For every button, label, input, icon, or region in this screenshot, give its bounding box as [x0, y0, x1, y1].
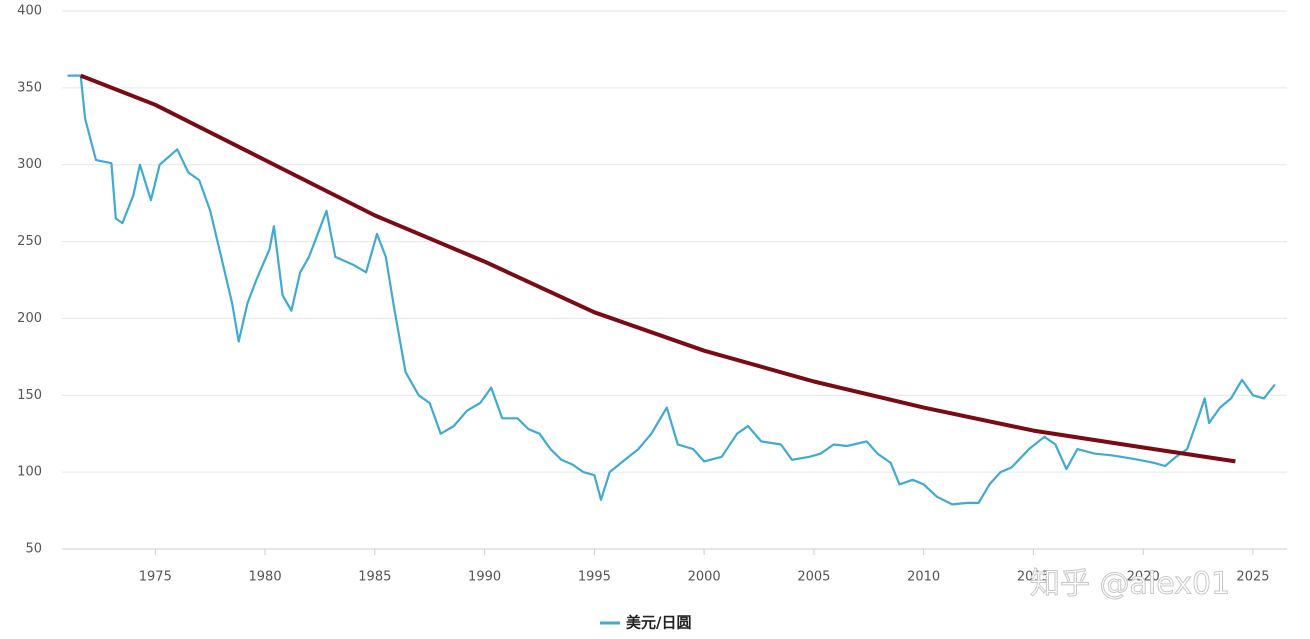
x-tick-label: 1995 — [578, 570, 611, 585]
x-tick-label: 2025 — [1236, 570, 1269, 585]
x-tick-label: 1975 — [139, 570, 172, 585]
x-tick-label: 1985 — [358, 570, 391, 585]
x-tick-label: 2020 — [1127, 570, 1160, 585]
series-line — [67, 74, 1276, 506]
y-tick-label: 100 — [17, 465, 42, 480]
y-tick-label: 200 — [17, 311, 42, 326]
x-tick-label: 1990 — [468, 570, 501, 585]
x-tick-label: 2015 — [1017, 570, 1050, 585]
y-tick-label: 350 — [17, 80, 42, 95]
x-tick-label: 1980 — [249, 570, 282, 585]
x-tick-label: 2000 — [688, 570, 721, 585]
series-line — [79, 73, 1236, 464]
x-tick-label: 2010 — [907, 570, 940, 585]
y-tick-label: 300 — [17, 157, 42, 172]
y-tick-label: 400 — [17, 4, 42, 19]
y-tick-label: 250 — [17, 234, 42, 249]
legend-text: 美元/日圆 — [626, 614, 691, 632]
y-tick-label: 150 — [17, 388, 42, 403]
watermark: 知乎 @alex01 — [1030, 567, 1230, 602]
y-tick-label: 50 — [25, 542, 42, 557]
x-tick-label: 2005 — [797, 570, 830, 585]
